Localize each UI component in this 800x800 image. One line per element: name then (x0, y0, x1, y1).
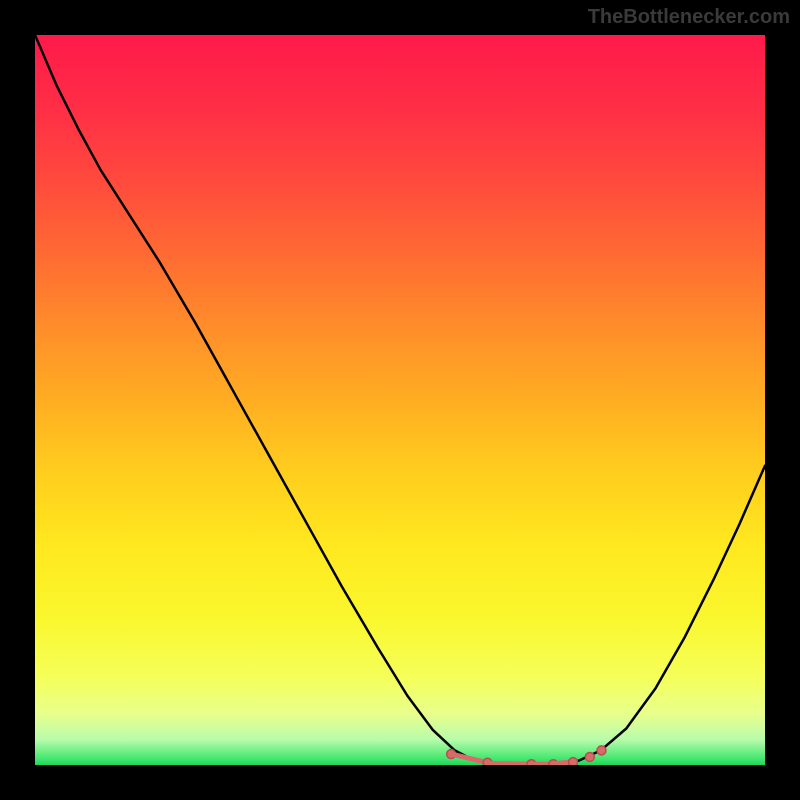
gradient-background (35, 35, 765, 765)
watermark-text: TheBottlenecker.com (588, 6, 790, 29)
plot-area (35, 35, 765, 765)
